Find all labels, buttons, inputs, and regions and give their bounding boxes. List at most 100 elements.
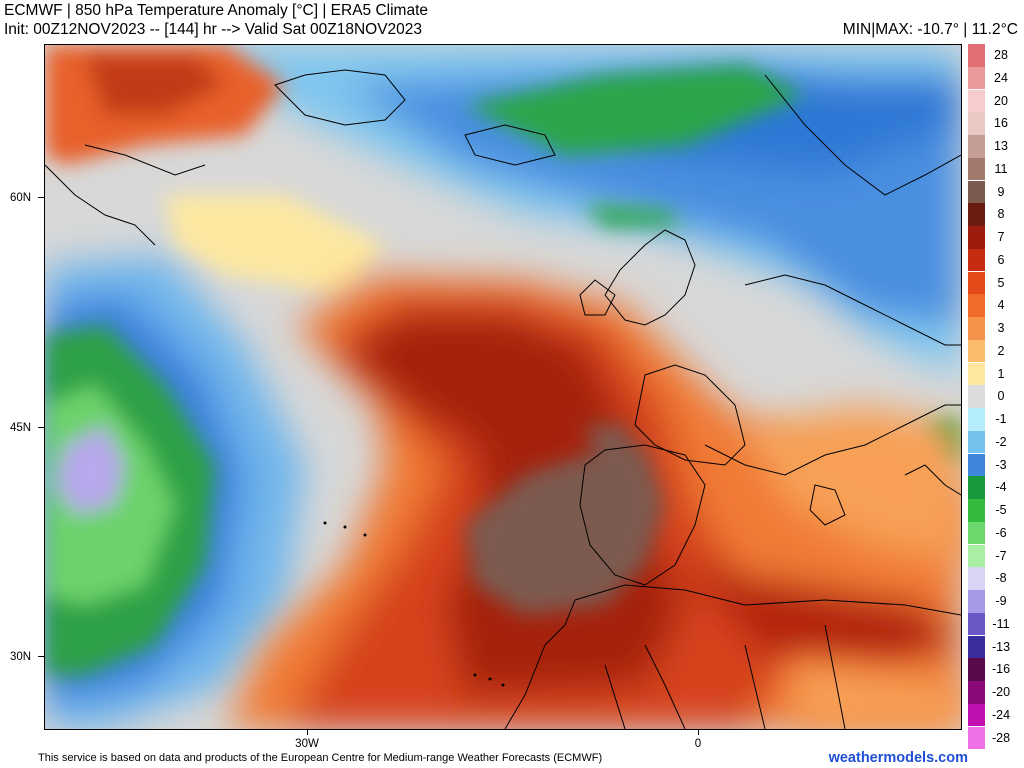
colorbar-label: 24 [994, 70, 1008, 85]
coastlines [45, 69, 961, 729]
colorbar-entry: 1 [966, 362, 1022, 386]
map-title: ECMWF | 850 hPa Temperature Anomaly [°C]… [4, 2, 429, 19]
colorbar-swatch [968, 157, 985, 181]
colorbar-swatch [968, 658, 985, 681]
colorbar-swatch [968, 385, 985, 408]
colorbar-entry: 9 [966, 180, 1022, 204]
colorbar-entry: 3 [966, 317, 1022, 340]
colorbar-label: -11 [992, 616, 1010, 631]
colorbar-label: 11 [994, 161, 1008, 176]
colorbar-entry: -8 [966, 567, 1022, 590]
colorbar-swatch [968, 180, 985, 204]
header-row-2: Init: 00Z12NOV2023 -- [144] hr --> Valid… [0, 21, 1024, 41]
lat-tick-30n [38, 656, 44, 657]
colorbar-entry: -9 [966, 590, 1022, 613]
colorbar-label: -13 [991, 639, 1011, 654]
colorbar-label: 20 [994, 93, 1008, 108]
lon-tick-0 [698, 730, 699, 735]
init-valid-time: Init: 00Z12NOV2023 -- [144] hr --> Valid… [4, 21, 423, 38]
colorbar-entry: -24 [966, 703, 1022, 727]
lat-label-45n: 45N [10, 422, 32, 434]
colorbar-label: 7 [997, 230, 1005, 244]
colorbar-entry: 11 [966, 157, 1022, 181]
map-canvas [45, 45, 961, 729]
colorbar-swatch [968, 590, 985, 613]
colorbar-label: -1 [995, 412, 1007, 426]
colorbar-entry: 24 [966, 66, 1022, 90]
colorbar-entry: -2 [966, 430, 1022, 454]
colorbar-label: -3 [995, 457, 1007, 472]
colorbar-entry: -4 [966, 476, 1022, 499]
colorbar-entry: -16 [966, 658, 1022, 681]
colorbar-swatch [968, 703, 985, 727]
colorbar-label: -4 [995, 480, 1007, 495]
colorbar-entry: -1 [966, 408, 1022, 431]
colorbar-label: 9 [997, 184, 1005, 199]
colorbar-entry: -3 [966, 453, 1022, 477]
colorbar-entry: -20 [966, 681, 1022, 704]
colorbar-entry: 6 [966, 248, 1022, 272]
colorbar-label: -9 [995, 594, 1007, 608]
colorbar-entry: 5 [966, 271, 1022, 295]
colorbar-swatch [968, 226, 985, 249]
colorbar-label: 2 [997, 343, 1005, 358]
colorbar-entry: 13 [966, 135, 1022, 158]
anomaly-map[interactable] [44, 44, 962, 730]
colorbar-swatch [968, 681, 985, 704]
colorbar-swatch [968, 362, 985, 386]
colorbar-entry: -6 [966, 521, 1022, 545]
colorbar-entry: 8 [966, 203, 1022, 226]
colorbar-entry: 20 [966, 89, 1022, 113]
colorbar-swatch [968, 135, 985, 158]
colorbar-legend: 28 24 20 16 13 11 9 8 7 6 5 4 3 2 1 0 -1 -2 -3 -4 -5 -6 -7 -8 -9… [966, 44, 1022, 750]
colorbar-entry: 16 [966, 112, 1022, 135]
warm-anomaly-northwest [45, 45, 385, 295]
colorbar-swatch [968, 294, 985, 317]
colorbar-label: -8 [995, 571, 1007, 586]
lat-label-60n: 60N [10, 192, 32, 204]
lat-tick-60n [38, 197, 44, 198]
colorbar-swatch [968, 635, 985, 659]
colorbar-swatch [968, 66, 985, 90]
colorbar-label: 6 [997, 252, 1005, 267]
colorbar-swatch [968, 544, 985, 568]
colorbar-entry: 4 [966, 294, 1022, 317]
colorbar-label: -20 [991, 685, 1011, 699]
colorbar-label: -28 [991, 730, 1011, 745]
lat-label-30n: 30N [10, 651, 32, 663]
colorbar-entry: -13 [966, 635, 1022, 659]
colorbar-swatch [968, 612, 985, 636]
colorbar-entry: 7 [966, 226, 1022, 249]
colorbar-entry: 28 [966, 44, 1022, 67]
colorbar-label: -7 [995, 548, 1007, 563]
colorbar-label: -16 [991, 662, 1011, 677]
colorbar-swatch [968, 112, 985, 135]
colorbar-entry: 2 [966, 339, 1022, 363]
colorbar-swatch [968, 567, 985, 590]
lon-tick-30w [307, 730, 308, 735]
brand-link[interactable]: weathermodels.com [828, 750, 968, 766]
attribution-text: This service is based on data and produc… [38, 752, 603, 764]
colorbar-entry: -11 [966, 612, 1022, 636]
colorbar-label: 1 [997, 366, 1005, 381]
colorbar-swatch [968, 453, 985, 477]
cold-anomaly-north [205, 45, 961, 375]
colorbar-swatch [968, 476, 985, 499]
colorbar-entry: 0 [966, 385, 1022, 408]
colorbar-entry: -7 [966, 544, 1022, 568]
colorbar-swatch [968, 339, 985, 363]
colorbar-swatch [968, 430, 985, 454]
colorbar-swatch [968, 248, 985, 272]
lon-label-0: 0 [694, 738, 702, 750]
colorbar-label: 3 [997, 321, 1005, 335]
colorbar-entry: -28 [966, 726, 1022, 750]
colorbar-swatch [968, 408, 985, 431]
colorbar-label: 13 [994, 139, 1008, 153]
colorbar-label: 28 [994, 48, 1008, 62]
colorbar-label: -5 [995, 503, 1007, 517]
colorbar-label: 8 [997, 207, 1005, 222]
min-max-readout: MIN|MAX: -10.7° | 11.2°C [842, 21, 1018, 38]
colorbar-label: -6 [995, 525, 1007, 540]
colorbar-swatch [968, 499, 985, 522]
colorbar-swatch [968, 203, 985, 226]
